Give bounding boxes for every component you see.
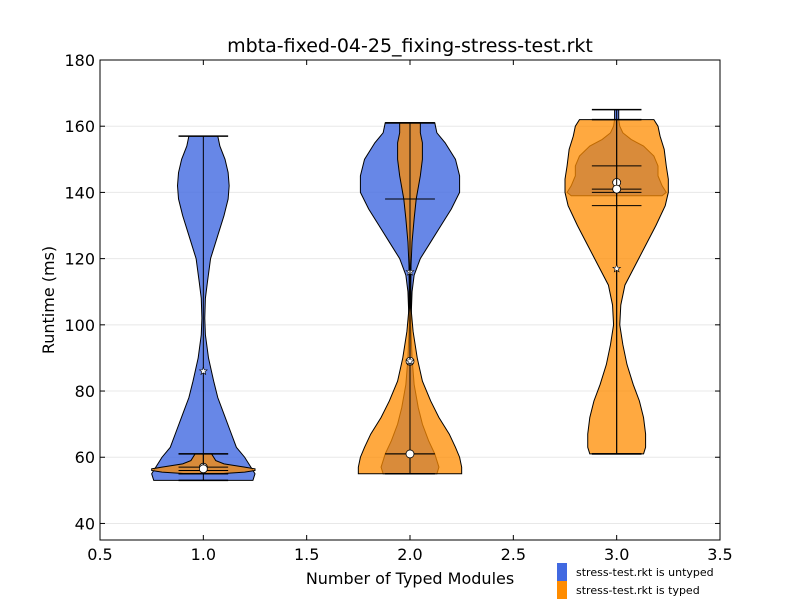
y-tick-label: 60 — [75, 448, 95, 467]
y-tick-label: 120 — [64, 250, 95, 269]
violin-median-marker — [198, 464, 208, 474]
legend-swatch-untyped — [557, 563, 567, 581]
x-axis-label: Number of Typed Modules — [306, 569, 514, 588]
y-tick-label: 180 — [64, 51, 95, 70]
y-tick-label: 100 — [64, 316, 95, 335]
legend-swatch-typed — [557, 581, 567, 599]
x-tick-label: 1.0 — [191, 545, 216, 564]
y-tick-label: 80 — [75, 382, 95, 401]
y-tick-label: 140 — [64, 183, 95, 202]
x-tick-label: 3.0 — [604, 545, 629, 564]
x-tick-label: 0.5 — [87, 545, 112, 564]
violin-median-marker — [405, 449, 415, 459]
x-axis-ticks: 0.5 1.0 1.5 2.0 2.5 3.0 3.5 — [87, 60, 733, 564]
violin-median-marker — [612, 184, 622, 194]
violin-stat-markers — [178, 108, 642, 482]
y-tick-label: 40 — [75, 514, 95, 533]
violin-mean-marker — [405, 356, 415, 366]
y-axis-ticks: 40 60 80 100 120 140 160 180 — [64, 51, 720, 533]
legend-label-untyped: stress-test.rkt is untyped — [576, 566, 714, 579]
y-tick-label: 160 — [64, 117, 95, 136]
violin-mean-marker — [198, 366, 208, 376]
legend-label-typed: stress-test.rkt is typed — [576, 584, 700, 597]
y-axis-label: Runtime (ms) — [39, 246, 58, 354]
x-tick-label: 2.0 — [397, 545, 422, 564]
x-tick-label: 3.5 — [707, 545, 732, 564]
x-tick-label: 1.5 — [294, 545, 319, 564]
violin-mean-marker — [612, 263, 622, 273]
legend: stress-test.rkt is untyped stress-test.r… — [557, 563, 714, 599]
x-tick-label: 2.5 — [501, 545, 526, 564]
chart-title: mbta-fixed-04-25_fixing-stress-test.rkt — [227, 35, 593, 57]
